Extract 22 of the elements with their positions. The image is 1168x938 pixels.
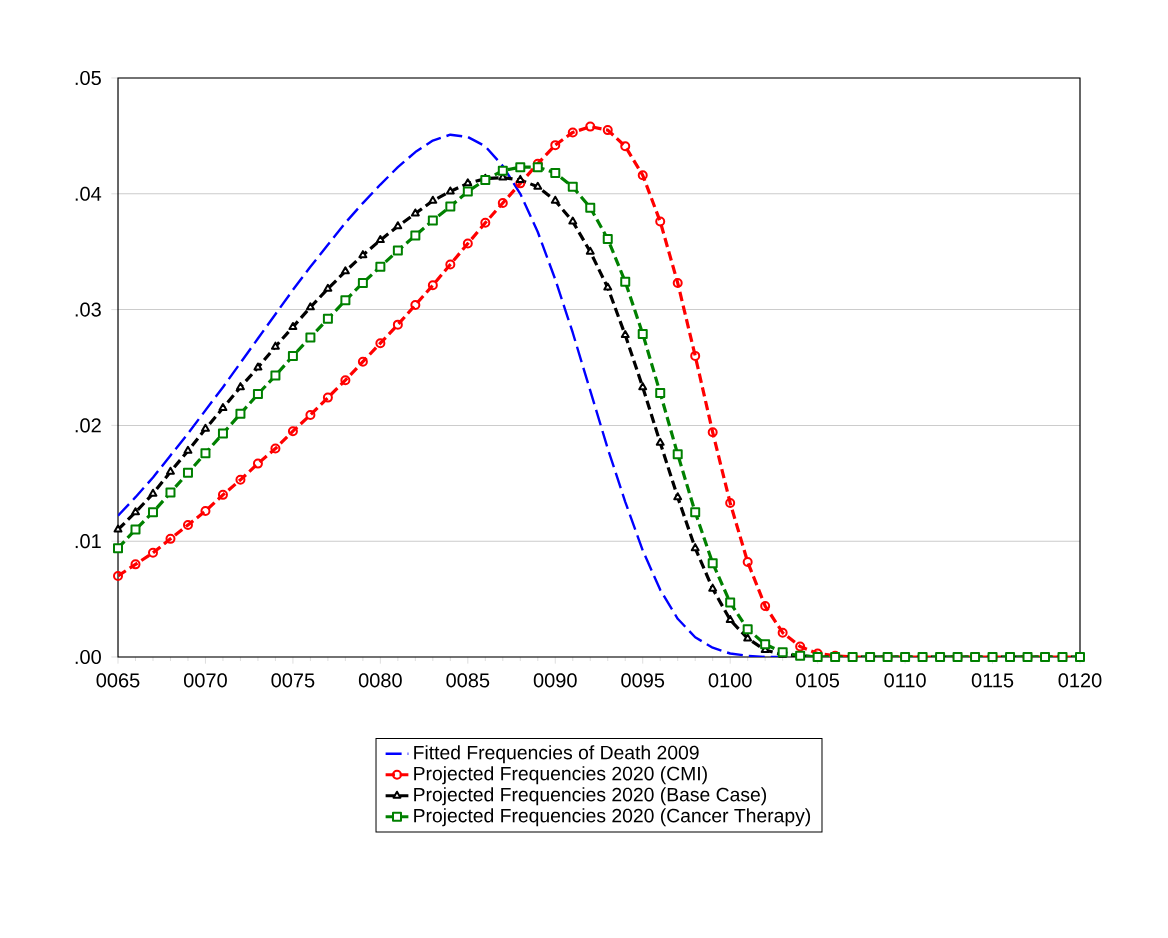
x-tick-label: 0085 [446, 673, 490, 688]
x-tick-label: 0115 [971, 673, 1014, 688]
x-tick-label: 0095 [621, 673, 665, 688]
x-tick-label: 0120 [1058, 673, 1102, 688]
y-tick-label: .00 [75, 649, 101, 665]
x-tick-label: 0065 [96, 673, 140, 688]
x-tick-label: 0075 [271, 673, 315, 688]
legend-label: Projected Frequencies 2020 (Base Case) [414, 787, 767, 806]
y-tick-label: .01 [75, 534, 101, 549]
x-tick-label: 0105 [796, 673, 840, 688]
x-tick-label: 0070 [183, 673, 227, 688]
x-tick-label: 0100 [708, 673, 752, 688]
legend-label: Projected Frequencies 2020 (Cancer Therapy) [414, 808, 811, 827]
y-tick-label: .05 [75, 70, 101, 86]
legend-label: Fitted Frequencies of Death 2009 [414, 745, 699, 764]
x-tick-label: 0110 [884, 673, 926, 688]
x-tick-label: 0090 [533, 673, 577, 688]
legend-label: Projected Frequencies 2020 (CMI) [414, 766, 707, 785]
y-tick-label: .04 [75, 186, 102, 201]
y-tick-label: .03 [75, 302, 101, 317]
y-tick-label: .02 [75, 418, 101, 433]
x-tick-label: 0080 [358, 673, 402, 688]
